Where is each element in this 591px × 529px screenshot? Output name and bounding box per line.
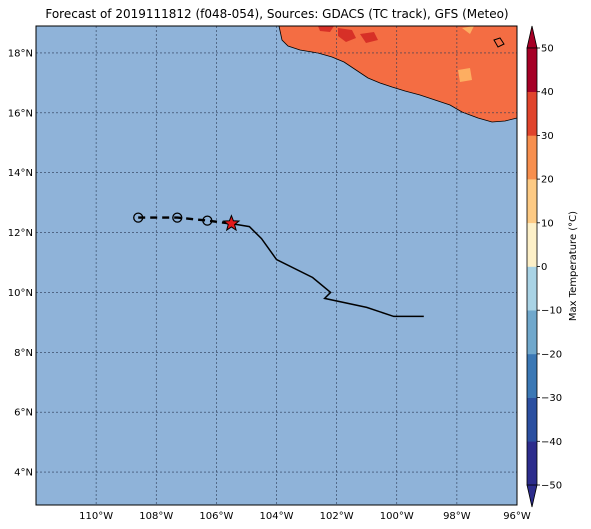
lat-tick-label: 12°N	[8, 228, 33, 239]
forecast-position-marker	[172, 212, 183, 223]
warm-land-patch	[462, 26, 474, 34]
colorbar-tick-label: 50	[541, 44, 554, 55]
lat-tick-label: 8°N	[14, 348, 33, 359]
colorbar-tick-label: 30	[541, 131, 554, 142]
lake-outline	[493, 37, 505, 48]
colorbar-segment	[527, 48, 537, 92]
lat-tick-label: 16°N	[8, 108, 33, 119]
tc-track	[133, 212, 424, 318]
figure-title: Forecast of 2019111812 (f048-054), Sourc…	[45, 7, 508, 21]
hot-land-patch	[360, 32, 378, 43]
lon-tick-label: 100°W	[380, 511, 414, 522]
longitude-ticks: 110°W 108°W 106°W 104°W 102°W 100°W 98°W 96°W	[79, 511, 531, 522]
colorbar-segment	[527, 179, 537, 224]
colorbar: −50 −40 −30 −20 −10 0 10 20 30 40 50	[526, 25, 562, 508]
colorbar-segment	[527, 441, 537, 486]
land-layer	[278, 25, 518, 123]
lat-tick-label: 14°N	[8, 168, 33, 179]
colorbar-segment	[527, 397, 537, 442]
ocean	[36, 26, 517, 505]
colorbar-label: Max Temperature (°C)	[568, 211, 579, 321]
colorbar-tick-label: 20	[541, 175, 554, 186]
colorbar-tick-label: −20	[541, 349, 562, 360]
lon-tick-label: 110°W	[79, 511, 113, 522]
lat-tick-label: 6°N	[14, 408, 33, 419]
lat-tick-label: 4°N	[14, 468, 33, 479]
warm-land-patch	[458, 68, 472, 82]
observed-track-line	[231, 222, 424, 318]
lat-tick-label: 10°N	[8, 288, 33, 299]
colorbar-tick-label: 0	[541, 262, 547, 273]
colorbar-tick-label: −10	[541, 306, 562, 317]
current-position-star	[222, 214, 241, 232]
colorbar-segment	[527, 310, 537, 355]
colorbar-tick-label: −40	[541, 437, 562, 448]
lon-tick-label: 106°W	[199, 511, 233, 522]
lon-tick-label: 104°W	[260, 511, 294, 522]
coastline	[278, 25, 518, 123]
forecast-position-marker	[133, 212, 144, 223]
lon-tick-label: 96°W	[503, 511, 531, 522]
colorbar-tick-label: −30	[541, 393, 562, 404]
hot-land-patch	[318, 26, 334, 32]
colorbar-tick-label: 10	[541, 218, 554, 229]
forecast-position-marker	[202, 215, 213, 226]
colorbar-segment	[527, 91, 537, 136]
colorbar-segment	[527, 353, 537, 398]
forecast-track-line	[138, 216, 232, 225]
colorbar-tick-label: −50	[541, 481, 562, 492]
mexico-coast-land	[279, 26, 517, 122]
lon-tick-label: 98°W	[443, 511, 471, 522]
map-panel: 110°W 108°W 106°W 104°W 102°W 100°W 98°W 96°W 4…	[8, 25, 531, 522]
hot-land-patch	[338, 28, 356, 42]
lat-tick-label: 18°N	[8, 48, 33, 59]
lon-tick-label: 102°W	[320, 511, 354, 522]
colorbar-segment	[527, 222, 537, 267]
lon-tick-label: 108°W	[139, 511, 173, 522]
colorbar-extend-max	[526, 25, 538, 49]
colorbar-segment	[527, 135, 537, 180]
latitude-ticks: 4°N 6°N 8°N 10°N 12°N 14°N 16°N 18°N	[8, 48, 33, 478]
colorbar-tick-label: 40	[541, 87, 554, 98]
graticule	[36, 26, 517, 505]
colorbar-extend-min	[526, 484, 538, 508]
map-frame	[35, 25, 518, 506]
colorbar-segment	[527, 266, 537, 311]
